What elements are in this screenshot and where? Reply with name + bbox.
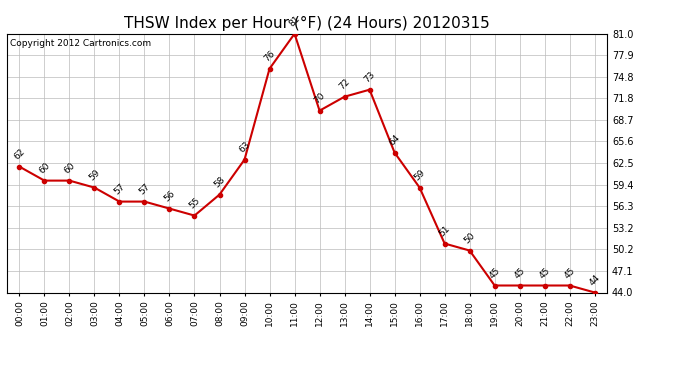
- Text: 62: 62: [12, 147, 27, 162]
- Text: 51: 51: [437, 224, 452, 238]
- Text: 72: 72: [337, 77, 352, 92]
- Text: 50: 50: [463, 231, 477, 246]
- Text: 57: 57: [112, 182, 127, 196]
- Text: 45: 45: [538, 266, 552, 280]
- Text: 59: 59: [88, 168, 102, 183]
- Text: 45: 45: [488, 266, 502, 280]
- Text: 81: 81: [288, 14, 302, 29]
- Text: 56: 56: [163, 189, 177, 204]
- Text: 57: 57: [137, 182, 152, 196]
- Text: 45: 45: [563, 266, 577, 280]
- Text: 64: 64: [388, 133, 402, 148]
- Text: 45: 45: [513, 266, 527, 280]
- Text: 76: 76: [263, 49, 277, 64]
- Text: 63: 63: [237, 140, 252, 154]
- Text: 55: 55: [188, 196, 202, 211]
- Text: 73: 73: [363, 70, 377, 85]
- Text: Copyright 2012 Cartronics.com: Copyright 2012 Cartronics.com: [10, 39, 151, 48]
- Text: 58: 58: [213, 175, 227, 190]
- Title: THSW Index per Hour (°F) (24 Hours) 20120315: THSW Index per Hour (°F) (24 Hours) 2012…: [124, 16, 490, 31]
- Text: 60: 60: [37, 161, 52, 176]
- Text: 44: 44: [588, 273, 602, 288]
- Text: 59: 59: [413, 168, 427, 183]
- Text: 60: 60: [63, 161, 77, 176]
- Text: 70: 70: [313, 91, 327, 106]
